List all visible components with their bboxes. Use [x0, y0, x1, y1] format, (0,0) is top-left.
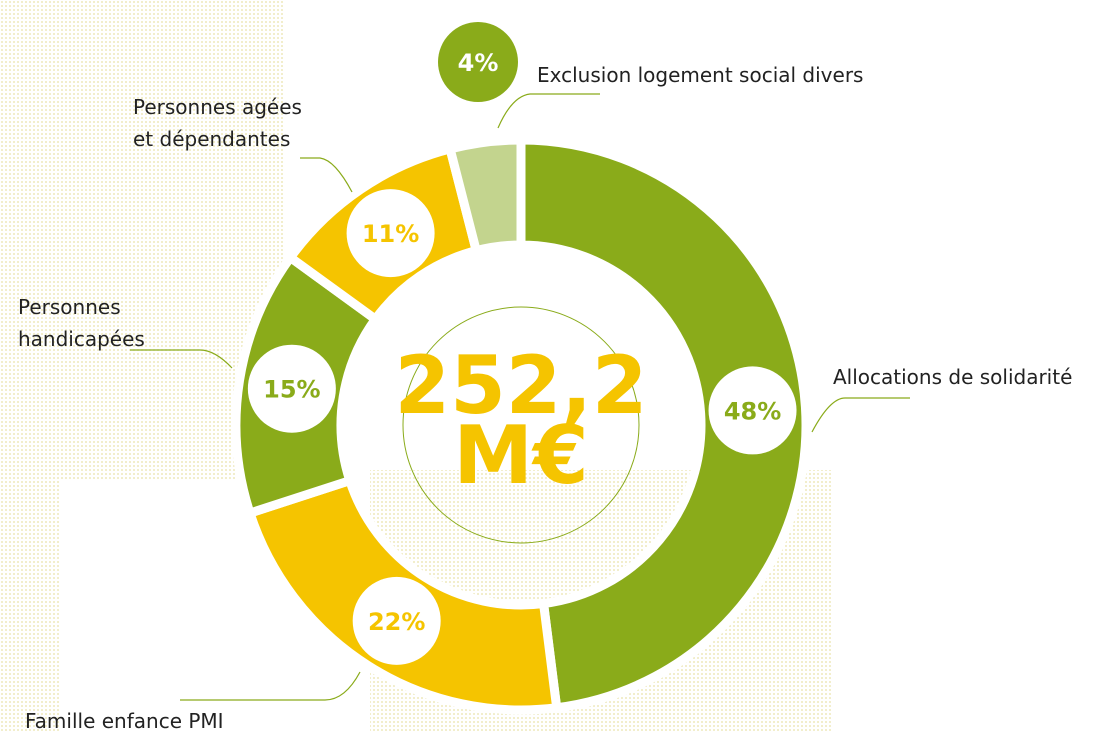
leader-line — [497, 93, 600, 129]
category-label: Personnes handicapées — [18, 295, 145, 351]
leader-line — [811, 397, 910, 433]
leader-line — [180, 671, 361, 701]
background-pattern — [0, 480, 60, 731]
category-label: Allocations de solidarité — [833, 365, 1072, 389]
value-badge — [247, 344, 336, 433]
category-label: Exclusion logement social divers — [537, 63, 863, 87]
category-label: Personnes agées et dépendantes — [133, 95, 302, 151]
value-badge — [438, 22, 518, 102]
donut-segment — [445, 135, 526, 256]
category-label: Famille enfance PMI — [25, 709, 224, 731]
value-badge — [708, 366, 797, 455]
value-badge — [346, 189, 435, 278]
center-ring — [402, 306, 640, 544]
donut-segment — [516, 135, 811, 713]
center-label: 252,2 M€ — [394, 339, 647, 502]
value-badge — [352, 576, 441, 665]
value-label: 11% — [362, 220, 419, 248]
value-label: 22% — [368, 608, 425, 636]
value-label: 48% — [724, 397, 781, 425]
leader-line — [300, 157, 353, 193]
value-label: 15% — [263, 376, 320, 404]
leader-line — [130, 349, 233, 369]
value-label: 4% — [458, 49, 499, 77]
